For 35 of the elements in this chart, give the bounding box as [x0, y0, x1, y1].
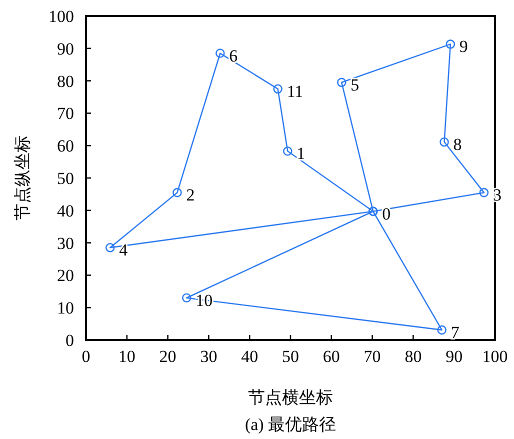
y-tick-label: 60	[57, 136, 74, 156]
annotation: 6	[229, 46, 238, 66]
x-tick-label: 10	[118, 347, 136, 366]
annotation: 9	[459, 37, 468, 56]
y-tick-label: 30	[57, 234, 74, 253]
x-tick-label: 70	[364, 347, 381, 366]
x-axis-title: 节点横坐标	[248, 388, 333, 407]
x-tick-label: 0	[82, 347, 90, 366]
y-tick-label: 10	[57, 298, 74, 318]
annotation: 5	[350, 75, 360, 94]
x-tick-label: 40	[241, 347, 258, 366]
y-tick-label: 0	[66, 331, 74, 350]
annotation: 0	[382, 204, 391, 224]
annotation: 11	[286, 82, 304, 101]
x-tick-label: 90	[446, 347, 463, 366]
annotation: 1	[296, 144, 306, 164]
annotation: 2	[186, 186, 195, 205]
text: (a) 最优路径	[244, 415, 336, 434]
x-tick-label: 100	[482, 347, 508, 366]
x-tick-label: 60	[322, 347, 340, 366]
x-tick-label: 80	[404, 347, 422, 366]
y-axis-title: 节点纵坐标	[13, 136, 32, 220]
annotation: 7	[450, 322, 460, 342]
x-tick-label: 30	[200, 347, 218, 366]
y-tick-label: 70	[57, 104, 74, 124]
annotation: 4	[119, 240, 128, 260]
y-tick-label: 20	[57, 266, 74, 286]
y-tick-label: 80	[57, 72, 74, 91]
y-tick-label: 100	[48, 7, 74, 26]
x-tick-label: 50	[282, 347, 299, 366]
annotation: 8	[453, 135, 462, 154]
y-tick-label: 40	[57, 201, 74, 220]
y-tick-label: 50	[57, 169, 74, 188]
y-tick-label: 90	[57, 39, 74, 58]
x-tick-label: 20	[159, 347, 176, 366]
